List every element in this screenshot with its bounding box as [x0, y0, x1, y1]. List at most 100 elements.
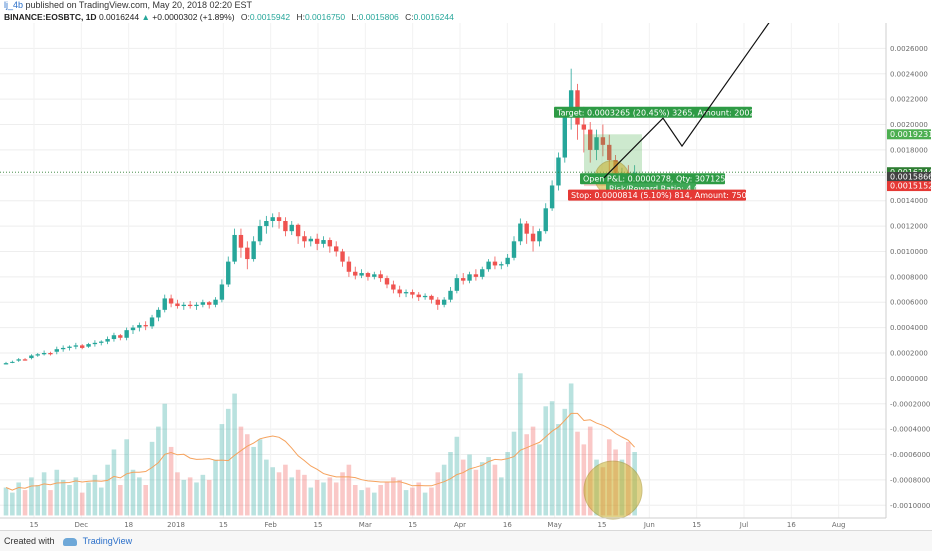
price-axis-background: [886, 23, 932, 518]
volume-bar: [41, 472, 47, 516]
volume-bar: [460, 459, 466, 516]
published-note: published on TradingView.com, May 20, 20…: [25, 0, 253, 10]
candle-body: [556, 157, 561, 186]
stop-label: Stop: 0.0000814 (5.10%) 814, Amount: 750: [568, 189, 747, 201]
volume-bar: [181, 479, 187, 516]
author-link[interactable]: lj_4b: [4, 0, 24, 10]
candle-body: [226, 261, 231, 285]
price-change: +0.0000302 (+1.89%): [152, 12, 235, 22]
candle-body: [581, 124, 587, 130]
volume-bar: [352, 485, 358, 516]
candle-body: [41, 353, 47, 355]
y-tick-label: 0.0020000: [890, 121, 928, 129]
volume-bar: [16, 482, 21, 516]
y-tick-label: -0.0004000: [890, 426, 930, 434]
close-value: 0.0016244: [413, 12, 454, 22]
candle-body: [524, 223, 529, 234]
volume-bar: [391, 477, 396, 516]
x-tick-label: Dec: [75, 521, 89, 529]
volume-bar: [175, 472, 180, 516]
candle-body: [486, 261, 491, 270]
candle-body: [86, 344, 91, 347]
volume-bar: [511, 431, 517, 516]
candle-body: [492, 261, 498, 266]
volume-bar: [257, 439, 263, 516]
volume-bar: [67, 485, 72, 516]
volume-bar: [372, 492, 377, 516]
volume-bars: [3, 373, 637, 516]
candle-body: [99, 341, 104, 343]
volume-bar: [22, 490, 28, 516]
time-axis[interactable]: 15 Dec 18 2018 15 Feb 15 Mar 15 Apr 16 May 15 Jun 15 Ju…: [0, 517, 886, 529]
price-chart[interactable]: Target: 0.0003265 (20.45%) 3265, Amount:…: [0, 23, 932, 530]
candle-body: [105, 339, 110, 342]
low-label: L:: [351, 12, 359, 22]
y-tick-label: -0.0002000: [890, 400, 930, 408]
volume-bar: [435, 472, 441, 516]
candle-body: [124, 330, 129, 338]
volume-bar: [556, 424, 561, 516]
volume-bar: [486, 457, 491, 516]
candle-body: [238, 234, 244, 248]
open-pnl-text: Open P&L: 0.0000278, Qty: 3071253: [583, 175, 730, 184]
chart-grid: [0, 23, 886, 518]
x-tick-label: 15: [692, 521, 701, 529]
x-tick-label: Aug: [832, 521, 846, 529]
volume-bar: [213, 459, 218, 516]
volume-bar: [124, 439, 129, 516]
candle-body: [473, 274, 479, 277]
last-price: 0.0016244: [98, 12, 140, 22]
candle-body: [156, 309, 161, 318]
symbol-name[interactable]: BINANCE:EOSBTC, 1D: [4, 12, 97, 22]
volume-bar: [333, 482, 339, 516]
price-tag-text: 0.0015152: [890, 182, 932, 191]
candle-body: [454, 278, 460, 291]
high-value: 0.0016750: [304, 12, 346, 22]
volume-bar: [295, 469, 301, 516]
x-tick-label: 18: [124, 521, 133, 529]
candle-body: [162, 298, 167, 310]
x-tick-label: 15: [598, 521, 607, 529]
volume-bar: [35, 485, 41, 516]
x-tick-label: 15: [314, 521, 323, 529]
volume-bar: [283, 464, 288, 516]
price-axis[interactable]: 0.00260000.00240000.00220000.00200000.00…: [885, 23, 932, 518]
volume-bar: [524, 434, 529, 516]
volume-bar: [499, 477, 504, 516]
y-tick-label: 0.0008000: [890, 273, 928, 281]
tradingview-brand-link[interactable]: TradingView: [82, 536, 133, 546]
y-tick-label: 0.0000000: [890, 375, 928, 383]
volume-bar: [105, 464, 110, 516]
footer: Created with TradingView: [0, 530, 932, 551]
volume-bar: [86, 482, 91, 516]
candle-body: [422, 295, 428, 298]
open-label: O:: [240, 12, 250, 22]
y-tick-label: 0.0014000: [890, 197, 928, 205]
candle-body: [283, 221, 288, 232]
x-tick-label: 16: [503, 521, 512, 529]
candle-body: [92, 342, 98, 345]
candle-body: [130, 327, 136, 331]
candle-body: [118, 335, 123, 338]
volume-bar: [187, 477, 193, 516]
y-tick-label: 0.0004000: [890, 324, 928, 332]
candle-body: [213, 299, 218, 305]
candle-body: [562, 116, 567, 158]
created-with: Created with: [4, 536, 55, 546]
volume-bar: [200, 474, 206, 516]
volume-bar: [543, 406, 549, 516]
volume-bar: [10, 492, 15, 516]
volume-bar: [232, 393, 237, 516]
volume-bar: [156, 426, 161, 516]
projection-path[interactable]: [603, 23, 776, 179]
long-position-tool[interactable]: Target: 0.0003265 (20.45%) 3265, Amount:…: [0, 106, 886, 520]
y-tick-label: 0.0022000: [890, 96, 928, 104]
price-tag-bg: [887, 181, 931, 192]
open-value: 0.0015942: [249, 12, 291, 22]
candle-body: [327, 240, 333, 247]
x-tick-label: Jun: [643, 521, 655, 529]
candle-body: [143, 325, 148, 327]
candle-body: [340, 251, 345, 262]
candle-body: [403, 292, 409, 294]
volume-bar: [384, 482, 390, 516]
